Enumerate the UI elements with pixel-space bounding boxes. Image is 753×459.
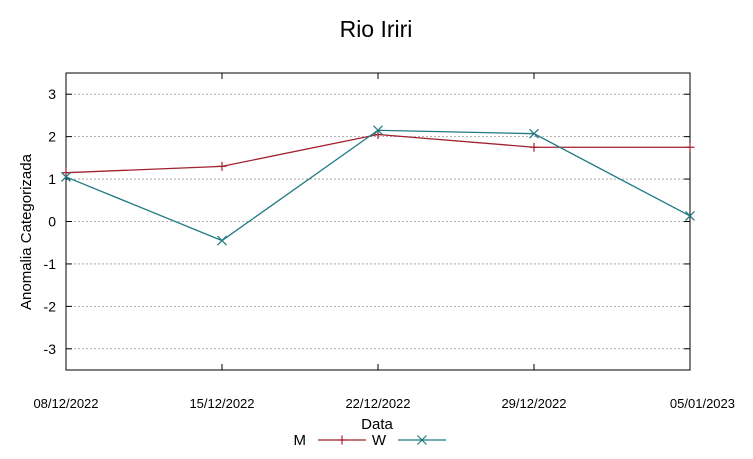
x-axis-ticks: 08/12/2022 15/12/2022 22/12/2022 29/12/2022… <box>33 73 735 411</box>
y-axis-label: Anomalia Categorizada <box>18 153 35 310</box>
y-tick-label: -1 <box>44 256 57 272</box>
series-W <box>61 125 695 246</box>
data-point <box>685 211 695 221</box>
y-tick-label: 0 <box>48 214 56 230</box>
data-point <box>373 125 383 136</box>
x-tick-label: 08/12/2022 <box>33 396 98 411</box>
y-tick-label: 2 <box>48 129 56 145</box>
chart-title: Rio Iriri <box>340 16 413 42</box>
x-tick-label: 15/12/2022 <box>189 396 254 411</box>
x-tick-label: 22/12/2022 <box>345 396 410 411</box>
y-tick-label: 3 <box>48 86 56 102</box>
data-point <box>373 130 383 140</box>
data-point <box>217 161 227 171</box>
legend-item-W: W <box>372 432 446 449</box>
data-point <box>685 142 695 152</box>
grid-lines <box>66 93 690 350</box>
data-point <box>529 128 539 139</box>
x-tick-label: 05/01/2023 <box>670 396 735 411</box>
data-point <box>61 168 71 178</box>
data-point <box>529 142 539 152</box>
x-axis-label: Data <box>361 416 393 433</box>
legend-item-M: M <box>294 432 366 449</box>
legend-label: W <box>372 432 387 449</box>
series-layer <box>61 125 695 246</box>
y-tick-label: -3 <box>44 341 57 357</box>
y-tick-label: 1 <box>48 171 56 187</box>
series-M <box>61 130 695 178</box>
y-axis-ticks: 3 2 1 0 -1 -2 -3 <box>44 86 690 357</box>
x-tick-label: 29/12/2022 <box>501 396 566 411</box>
legend-label: M <box>294 432 307 449</box>
data-point <box>61 172 71 182</box>
data-point <box>217 235 227 246</box>
y-tick-label: -2 <box>44 298 57 314</box>
